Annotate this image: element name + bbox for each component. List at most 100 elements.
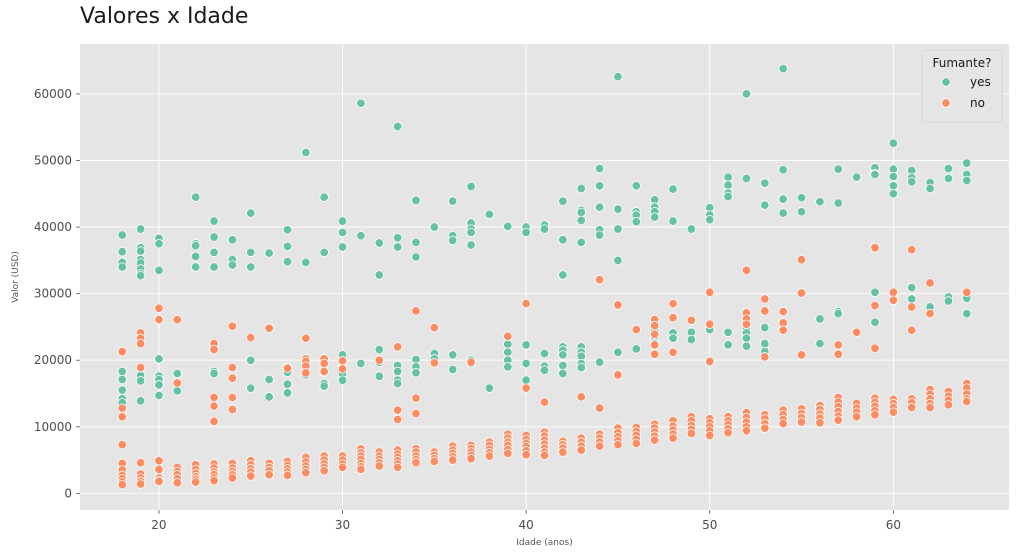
data-point <box>448 235 458 246</box>
data-point <box>668 298 678 309</box>
data-point <box>117 412 127 422</box>
data-point <box>668 216 678 226</box>
data-point <box>190 251 201 262</box>
data-point <box>649 349 660 359</box>
data-point <box>649 329 660 339</box>
data-point <box>521 227 531 238</box>
data-point <box>319 466 329 476</box>
data-point <box>760 338 770 349</box>
data-point <box>943 163 954 174</box>
data-point <box>135 224 146 234</box>
data-point <box>870 343 880 353</box>
legend-marker-yes <box>941 77 951 87</box>
x-tick-label: 50 <box>702 518 717 532</box>
data-point <box>392 233 403 243</box>
data-point <box>521 450 531 460</box>
data-point <box>503 339 513 349</box>
data-point <box>190 477 201 487</box>
data-point <box>337 356 348 366</box>
data-point <box>227 362 238 373</box>
data-point <box>925 308 935 319</box>
data-point <box>319 247 329 258</box>
data-point <box>337 375 348 385</box>
data-point <box>906 245 917 255</box>
data-point <box>833 198 843 208</box>
data-point <box>631 344 641 354</box>
data-point <box>172 478 183 488</box>
data-point <box>558 235 568 245</box>
data-point <box>796 193 807 203</box>
data-point <box>392 121 403 132</box>
y-tick-label: 20000 <box>34 353 72 367</box>
data-point <box>374 371 384 381</box>
data-point <box>796 417 807 427</box>
data-point <box>209 368 219 379</box>
data-point <box>741 173 752 184</box>
data-point <box>484 383 495 393</box>
data-point <box>117 247 127 257</box>
data-point <box>117 374 127 385</box>
data-point <box>227 235 238 245</box>
data-point <box>246 383 256 393</box>
data-point <box>392 342 403 352</box>
data-point <box>246 247 256 258</box>
data-point <box>117 403 127 413</box>
data-point <box>594 181 605 191</box>
data-point <box>668 184 678 194</box>
data-point <box>962 396 972 407</box>
data-point <box>796 288 807 298</box>
data-point <box>484 451 495 461</box>
data-point <box>209 216 219 226</box>
data-point <box>796 350 807 360</box>
data-point <box>833 349 843 359</box>
data-point <box>135 396 146 406</box>
y-axis-label: Valor (USD) <box>11 251 21 303</box>
data-point <box>392 462 403 473</box>
data-point <box>594 274 605 285</box>
data-point <box>466 240 476 250</box>
data-point <box>154 265 164 276</box>
data-point <box>135 270 146 281</box>
data-point <box>154 476 164 487</box>
y-tick-label: 50000 <box>34 154 72 168</box>
data-point <box>870 317 880 327</box>
data-point <box>760 178 770 188</box>
data-point <box>227 260 238 270</box>
data-point <box>227 404 238 415</box>
data-point <box>631 217 641 227</box>
data-point <box>962 158 972 168</box>
data-point <box>631 438 641 449</box>
data-point <box>943 296 954 306</box>
data-point <box>613 347 623 357</box>
data-point <box>925 402 935 413</box>
data-point <box>503 221 513 232</box>
data-point <box>906 302 917 312</box>
data-point <box>209 476 219 486</box>
series-no <box>117 243 972 490</box>
data-point <box>925 278 935 288</box>
x-tick-label: 30 <box>335 518 350 532</box>
data-point <box>154 464 164 475</box>
data-point <box>356 464 366 475</box>
data-point <box>815 314 825 324</box>
data-point <box>466 357 476 367</box>
data-point <box>613 440 623 450</box>
data-point <box>631 181 641 191</box>
data-point <box>741 265 752 276</box>
data-point <box>778 306 788 317</box>
data-point <box>135 338 146 349</box>
data-point <box>686 224 697 234</box>
data-point <box>392 366 403 377</box>
data-point <box>172 314 183 325</box>
data-point <box>888 171 899 182</box>
y-tick-label: 10000 <box>34 420 72 434</box>
data-point <box>246 332 256 343</box>
data-point <box>209 262 219 272</box>
data-point <box>906 282 917 293</box>
data-point <box>503 448 513 459</box>
data-point <box>374 238 384 248</box>
data-point <box>723 327 733 337</box>
data-point <box>613 71 623 82</box>
data-point <box>429 456 440 467</box>
data-point <box>448 350 458 360</box>
